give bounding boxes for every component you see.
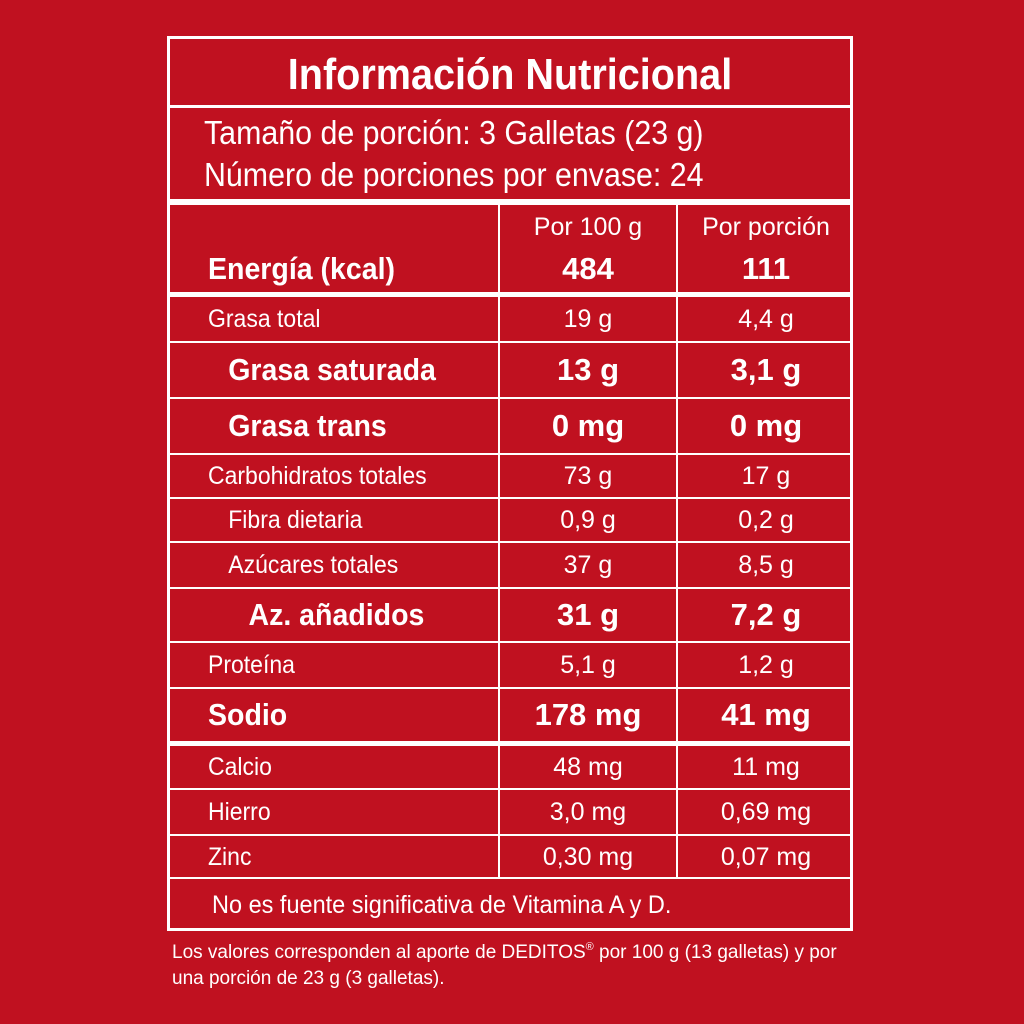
value-per100: 0,30 mg bbox=[542, 842, 634, 871]
panel-title: Información Nutricional bbox=[287, 50, 733, 99]
footnote-text-start: Los valores corresponden al aporte de DE… bbox=[172, 942, 586, 963]
footnote: Los valores corresponden al aporte de DE… bbox=[172, 940, 862, 992]
value-per100: 13 g bbox=[556, 352, 620, 387]
value-per100: 73 g bbox=[563, 461, 613, 490]
nutrient-row-total-fat: Grasa total 19 g 4,4 g bbox=[170, 297, 850, 342]
value-perportion: 3,1 g bbox=[730, 352, 802, 387]
value-perportion: 1,2 g bbox=[738, 650, 794, 679]
row-divider bbox=[170, 341, 850, 343]
nutrient-row-added-sugars: Az. añadidos 31 g 7,2 g bbox=[170, 589, 850, 641]
nutrient-label: Grasa trans bbox=[228, 408, 387, 443]
nutrient-row-calcium: Calcio 48 mg 11 mg bbox=[170, 746, 850, 788]
title-divider bbox=[170, 105, 850, 108]
registered-mark: ® bbox=[585, 941, 594, 953]
value-perportion: 0,07 mg bbox=[720, 842, 812, 871]
energy-divider bbox=[170, 292, 850, 297]
nutrient-row-energy: Energía (kcal) 484 111 bbox=[170, 244, 850, 294]
nutrient-label: Grasa saturada bbox=[228, 352, 436, 387]
row-divider bbox=[170, 397, 850, 399]
column-header-perportion: Por porción bbox=[702, 213, 830, 241]
nutrient-label: Azúcares totales bbox=[228, 550, 399, 579]
nutrient-row-zinc: Zinc 0,30 mg 0,07 mg bbox=[170, 836, 850, 878]
nutrient-row-saturated-fat: Grasa saturada 13 g 3,1 g bbox=[170, 343, 850, 397]
nutrient-label: Carbohidratos totales bbox=[208, 461, 427, 490]
nutrient-label: Proteína bbox=[208, 650, 295, 679]
nutrient-label: Az. añadidos bbox=[248, 597, 425, 632]
value-per100: 48 mg bbox=[553, 752, 623, 781]
value-perportion: 0,2 g bbox=[738, 505, 794, 534]
value-perportion: 0 mg bbox=[729, 408, 803, 443]
value-perportion: 17 g bbox=[741, 461, 791, 490]
row-divider bbox=[170, 877, 850, 879]
nutrient-row-carbohydrates: Carbohidratos totales 73 g 17 g bbox=[170, 455, 850, 497]
column-header-per100: Por 100 g bbox=[533, 213, 643, 241]
value-perportion: 4,4 g bbox=[738, 305, 794, 333]
footnote-text-end: por 100 g (13 galletas) y por una porció… bbox=[172, 942, 837, 989]
value-perportion: 11 mg bbox=[732, 752, 800, 781]
nutrient-row-total-sugars: Azúcares totales 37 g 8,5 g bbox=[170, 543, 850, 587]
nutrient-label: Grasa total bbox=[208, 305, 321, 333]
value-per100: 5,1 g bbox=[560, 650, 616, 679]
nutrition-facts-panel: Información Nutricional Tamaño de porció… bbox=[167, 36, 853, 931]
value-perportion: 41 mg bbox=[721, 697, 811, 732]
value-per100: 37 g bbox=[563, 550, 613, 579]
sodium-divider bbox=[170, 741, 850, 746]
nutrient-row-protein: Proteína 5,1 g 1,2 g bbox=[170, 643, 850, 687]
nutrient-row-fiber: Fibra dietaria 0,9 g 0,2 g bbox=[170, 499, 850, 541]
serving-size: Tamaño de porción: 3 Galletas (23 g) bbox=[204, 114, 704, 151]
row-divider bbox=[170, 687, 850, 689]
nutrient-label: Sodio bbox=[208, 697, 288, 732]
value-perportion: 0,69 mg bbox=[720, 797, 812, 826]
value-per100: 484 bbox=[562, 251, 614, 286]
serving-divider bbox=[170, 199, 850, 205]
row-divider bbox=[170, 587, 850, 589]
nutrient-row-trans-fat: Grasa trans 0 mg 0 mg bbox=[170, 399, 850, 453]
row-divider bbox=[170, 453, 850, 455]
nutrient-label: Calcio bbox=[208, 752, 272, 781]
servings-per-container: Número de porciones por envase: 24 bbox=[204, 156, 704, 193]
value-perportion: 111 bbox=[741, 251, 791, 286]
row-divider bbox=[170, 541, 850, 543]
row-divider bbox=[170, 834, 850, 836]
row-divider bbox=[170, 788, 850, 790]
value-perportion: 7,2 g bbox=[730, 597, 802, 632]
value-per100: 31 g bbox=[556, 597, 620, 632]
row-divider bbox=[170, 641, 850, 643]
row-divider bbox=[170, 497, 850, 499]
value-per100: 0 mg bbox=[551, 408, 625, 443]
nutrient-row-sodium: Sodio 178 mg 41 mg bbox=[170, 689, 850, 741]
vitamin-note: No es fuente significativa de Vitamina A… bbox=[212, 891, 672, 919]
value-per100: 178 mg bbox=[534, 697, 642, 732]
nutrient-label: Energía (kcal) bbox=[208, 251, 396, 286]
value-per100: 0,9 g bbox=[560, 505, 616, 534]
value-perportion: 8,5 g bbox=[738, 550, 794, 579]
nutrient-label: Zinc bbox=[208, 842, 252, 871]
nutrient-label: Hierro bbox=[208, 797, 271, 826]
nutrient-label: Fibra dietaria bbox=[228, 505, 363, 534]
value-per100: 19 g bbox=[563, 305, 613, 333]
value-per100: 3,0 mg bbox=[549, 797, 627, 826]
nutrient-row-iron: Hierro 3,0 mg 0,69 mg bbox=[170, 790, 850, 834]
